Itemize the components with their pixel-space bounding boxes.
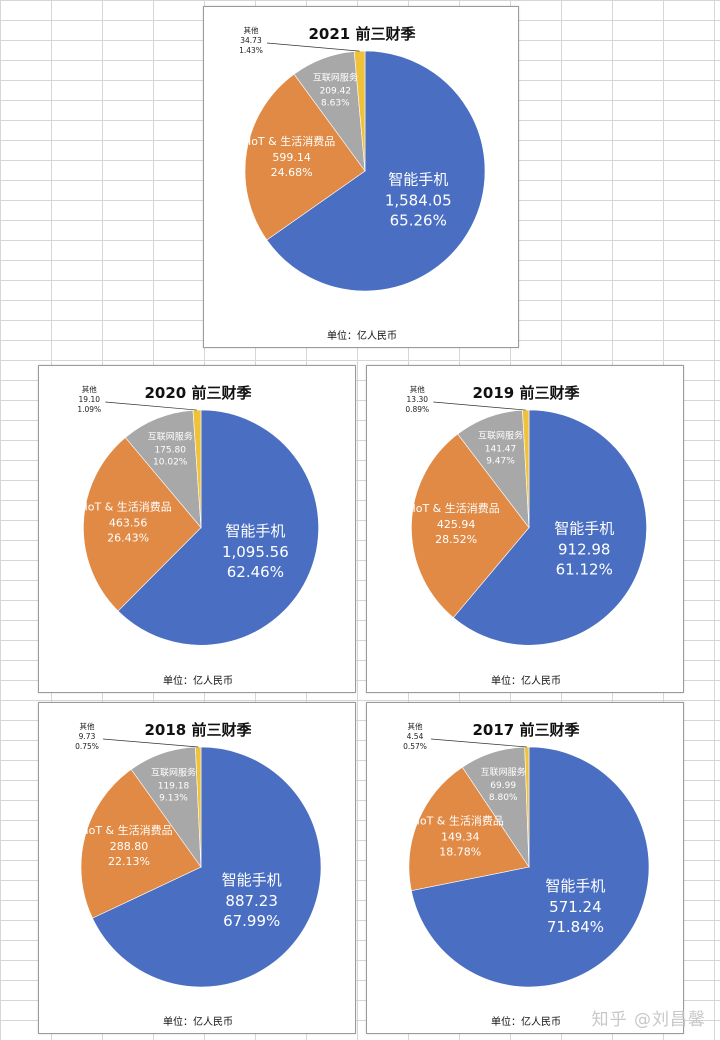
chart-title: 2020 前三财季 — [145, 384, 252, 402]
pie-slice-iot — [244, 73, 366, 241]
slice-label-smartphone-percent: 62.46% — [227, 563, 284, 581]
pie-slice-internet — [124, 409, 202, 529]
slice-label-smartphone-value: 571.24 — [549, 898, 602, 916]
slice-label-other-name: 其他 — [408, 721, 423, 731]
slice-label-internet-percent: 9.47% — [486, 456, 515, 466]
pie-slice-iot — [80, 768, 202, 919]
slice-label-other-percent: 1.43% — [239, 46, 263, 55]
slice-label-internet-name: 互联网服务 — [478, 429, 523, 441]
slice-label-iot-percent: 26.43% — [107, 532, 149, 545]
slice-label-internet-value: 209.42 — [320, 86, 352, 96]
pie-slice-smartphone — [452, 409, 647, 646]
leader-line-other — [433, 401, 526, 411]
slice-label-iot-value: 149.34 — [441, 831, 480, 844]
slice-label-iot-percent: 28.52% — [435, 533, 477, 546]
pie-slice-iot — [408, 766, 530, 891]
slice-label-internet-name: 互联网服务 — [151, 767, 196, 779]
slice-label-smartphone-name: 智能手机 — [225, 522, 285, 540]
pie-slice-smartphone — [92, 746, 322, 988]
slice-label-iot-percent: 24.68% — [271, 166, 313, 179]
slice-label-iot-value: 425.94 — [437, 518, 476, 531]
slice-label-internet-name: 互联网服务 — [313, 71, 358, 83]
unit-label: 单位：亿人民币 — [163, 1015, 233, 1028]
pie-slice-smartphone — [410, 746, 650, 988]
slice-label-other-percent: 0.75% — [75, 742, 99, 751]
leader-line-other — [102, 738, 199, 748]
slice-label-iot-name: IoT & 生活消费品 — [417, 814, 504, 828]
slice-label-other-value: 34.73 — [240, 36, 262, 45]
slice-label-other-value: 9.73 — [79, 732, 96, 741]
slice-label-internet-value: 119.18 — [158, 782, 190, 792]
slice-label-other-percent: 1.09% — [77, 405, 101, 414]
slice-label-smartphone-percent: 71.84% — [547, 918, 604, 936]
slice-label-iot-value: 288.80 — [110, 840, 149, 853]
chart-card-2019: 2019 前三财季单位：亿人民币 智能手机 912.98 61.12% IoT & 生活… — [366, 365, 684, 693]
chart-card-2021: 2021 前三财季单位：亿人民币 智能手机 1,584.05 65.26% IoT & … — [203, 6, 519, 348]
slice-label-other-percent: 0.57% — [403, 742, 427, 751]
chart-card-2020: 2020 前三财季单位：亿人民币 智能手机 1,095.56 62.46% IoT & … — [38, 365, 356, 693]
slice-label-other-name: 其他 — [80, 721, 95, 731]
slice-label-other-percent: 0.89% — [405, 405, 429, 414]
slice-label-other-name: 其他 — [82, 384, 97, 394]
slice-label-smartphone-name: 智能手机 — [388, 171, 448, 189]
chart-card-2017: 2017 前三财季单位：亿人民币 智能手机 571.24 71.84% IoT & 生活… — [366, 702, 684, 1034]
slice-label-other-value: 4.54 — [407, 732, 424, 741]
slice-label-smartphone-value: 912.98 — [558, 541, 611, 559]
pie-slice-iot — [83, 437, 202, 612]
slice-label-internet-percent: 10.02% — [153, 457, 188, 467]
slice-label-internet-percent: 8.63% — [321, 98, 350, 108]
chart-title: 2021 前三财季 — [309, 25, 416, 43]
slice-label-internet-value: 69.99 — [490, 781, 516, 791]
slice-label-smartphone-name: 智能手机 — [554, 520, 614, 538]
pie-slice-smartphone — [266, 50, 486, 292]
slice-label-smartphone-percent: 61.12% — [556, 561, 613, 579]
chart-title: 2018 前三财季 — [145, 721, 252, 739]
slice-label-iot-percent: 18.78% — [439, 846, 481, 859]
pie-slice-smartphone — [117, 409, 319, 646]
slice-label-iot-value: 599.14 — [272, 151, 311, 164]
slice-label-iot-name: IoT & 生活消费品 — [412, 501, 499, 515]
chart-title: 2019 前三财季 — [473, 384, 580, 402]
slice-label-iot-name: IoT & 生活消费品 — [85, 500, 172, 514]
slice-label-iot-percent: 22.13% — [108, 855, 150, 868]
unit-label: 单位：亿人民币 — [327, 329, 397, 342]
slice-label-internet-name: 互联网服务 — [148, 430, 193, 442]
slice-label-internet-percent: 9.13% — [159, 794, 188, 804]
slice-label-smartphone-value: 887.23 — [225, 892, 278, 910]
slice-label-smartphone-percent: 67.99% — [223, 912, 280, 930]
slice-label-other-name: 其他 — [410, 384, 425, 394]
leader-line-other — [430, 738, 527, 748]
unit-label: 单位：亿人民币 — [491, 674, 561, 687]
slice-label-internet-name: 互联网服务 — [481, 766, 526, 778]
slice-label-smartphone-name: 智能手机 — [545, 877, 605, 895]
unit-label: 单位：亿人民币 — [491, 1015, 561, 1028]
slice-label-smartphone-value: 1,095.56 — [222, 543, 289, 561]
slice-label-smartphone-value: 1,584.05 — [385, 192, 452, 210]
leader-line-other — [266, 42, 360, 52]
watermark-text: 知乎 @刘昌馨 — [591, 1010, 706, 1030]
slice-label-other-value: 13.30 — [407, 395, 429, 404]
leader-line-other — [105, 401, 198, 411]
unit-label: 单位：亿人民币 — [163, 674, 233, 687]
slice-label-iot-name: IoT & 生活消费品 — [85, 823, 172, 837]
slice-label-internet-percent: 8.80% — [489, 793, 518, 803]
slice-label-internet-value: 175.80 — [154, 445, 186, 455]
slice-label-iot-value: 463.56 — [109, 517, 148, 530]
slice-label-iot-name: IoT & 生活消费品 — [248, 134, 335, 148]
pie-slice-other — [353, 50, 366, 172]
pie-slice-iot — [411, 433, 530, 619]
slice-label-other-name: 其他 — [244, 25, 259, 35]
slice-label-smartphone-name: 智能手机 — [222, 871, 282, 889]
chart-card-2018: 2018 前三财季单位：亿人民币 智能手机 887.23 67.99% IoT & 生活… — [38, 702, 356, 1034]
chart-title: 2017 前三财季 — [473, 721, 580, 739]
slice-label-other-value: 19.10 — [79, 395, 101, 404]
slice-label-internet-value: 141.47 — [485, 444, 517, 454]
slice-label-smartphone-percent: 65.26% — [390, 212, 447, 230]
